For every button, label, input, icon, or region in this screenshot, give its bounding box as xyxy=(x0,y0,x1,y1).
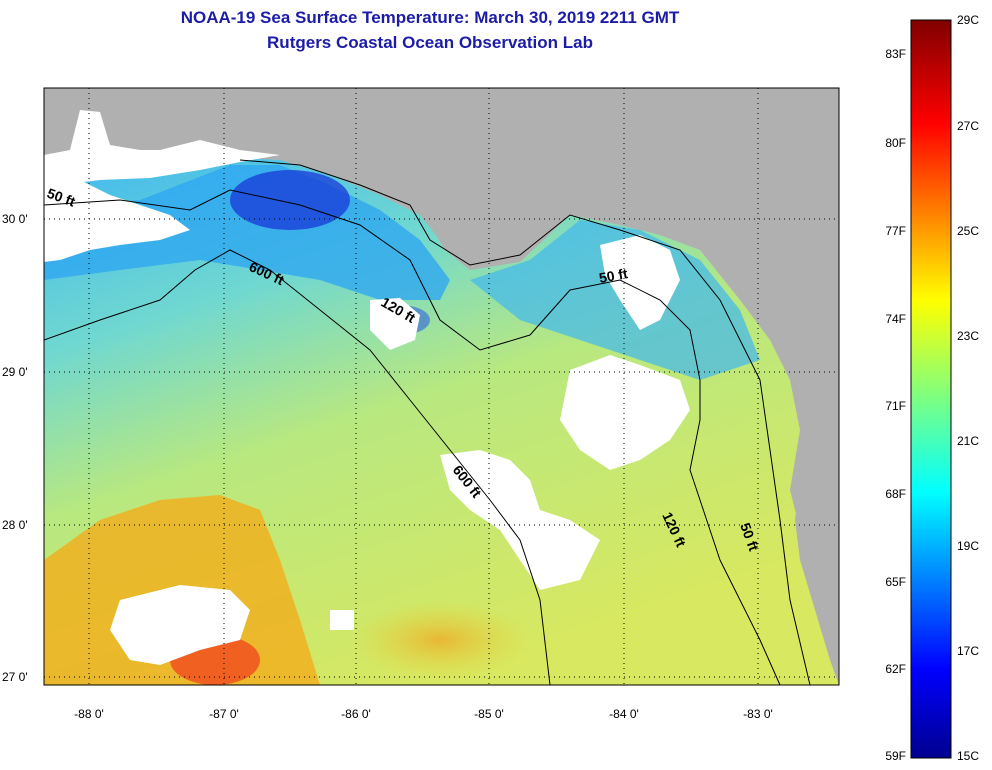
map-subtitle: Rutgers Coastal Ocean Observation Lab xyxy=(267,33,593,52)
lat-tick-label: 29 0' xyxy=(2,365,28,379)
lat-tick-label: 28 0' xyxy=(2,518,28,532)
colorbar-c-label: 15C xyxy=(957,749,979,763)
colorbar-f-label: 65F xyxy=(885,575,906,589)
contour-600ft xyxy=(44,249,551,685)
contour-120ft xyxy=(44,189,781,685)
lon-tick-label: -83 0' xyxy=(743,707,773,721)
colorbar-c-label: 27C xyxy=(957,119,979,133)
colorbar-f-label: 77F xyxy=(885,224,906,238)
warm-patch xyxy=(350,600,530,680)
map-frame xyxy=(43,87,840,686)
colorbar-c-label: 23C xyxy=(957,329,979,343)
lat-tick-label: 30 0' xyxy=(2,212,28,226)
florida-land xyxy=(280,88,839,685)
map-title: NOAA-19 Sea Surface Temperature: March 3… xyxy=(180,8,680,27)
lon-tick-label: -88 0' xyxy=(74,707,104,721)
lon-tick-label: -87 0' xyxy=(209,707,239,721)
colorbar-c-label: 19C xyxy=(957,539,979,553)
lat-tick-label: 27 0' xyxy=(2,670,28,684)
cloud-region-7 xyxy=(330,610,354,630)
colorbar-f-label: 62F xyxy=(885,662,906,676)
lon-tick-label: -84 0' xyxy=(609,707,639,721)
colorbar-f-label: 83F xyxy=(885,47,906,61)
colorbar-f-label: 59F xyxy=(885,749,906,763)
cloud-region-5 xyxy=(44,180,190,262)
coastal-land-white xyxy=(44,110,280,185)
cloud-region-3 xyxy=(440,450,600,590)
colorbar-f-label: 71F xyxy=(885,399,906,413)
lon-tick-label: -86 0' xyxy=(341,707,371,721)
cloud-region-6 xyxy=(370,298,420,350)
colorbar-c-label: 21C xyxy=(957,434,979,448)
colorbar-f-label: 68F xyxy=(885,487,906,501)
contour-label: 50 ft xyxy=(598,265,629,286)
colorbar-c-label: 29C xyxy=(957,13,979,27)
lon-tick-label: -85 0' xyxy=(474,707,504,721)
cloud-region-2 xyxy=(560,355,690,470)
colorbar xyxy=(910,19,952,759)
cloud-region-1 xyxy=(110,585,250,665)
colorbar-c-label: 17C xyxy=(957,644,979,658)
cold-patch xyxy=(230,170,350,230)
colorbar-f-label: 74F xyxy=(885,312,906,326)
colorbar-f-label: 80F xyxy=(885,136,906,150)
contour-50ft xyxy=(239,159,811,685)
cloud-region-4 xyxy=(600,235,680,330)
colorbar-c-label: 25C xyxy=(957,224,979,238)
